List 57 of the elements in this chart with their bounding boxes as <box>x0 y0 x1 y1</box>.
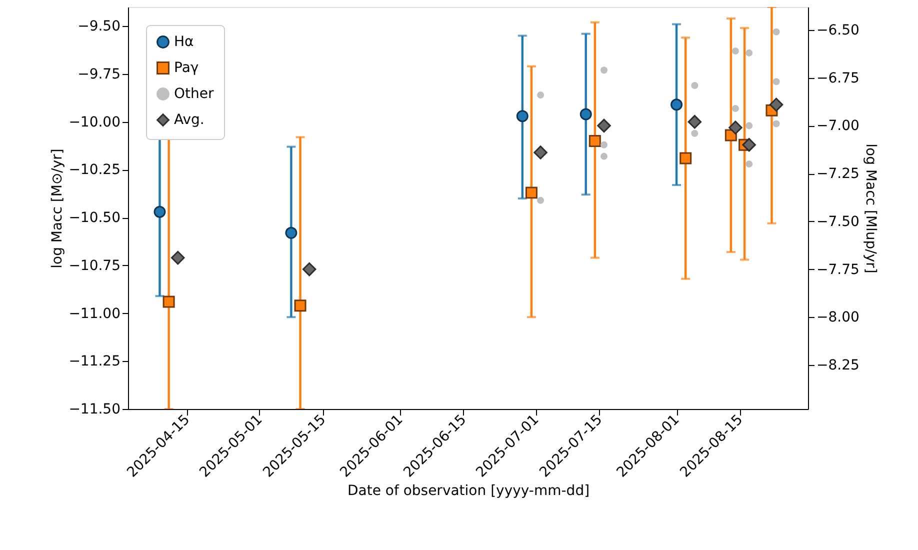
y-axis-title: log Macc [M⊙/yr] <box>50 148 66 268</box>
point <box>691 82 698 89</box>
point <box>154 206 166 218</box>
point <box>772 78 780 86</box>
point <box>688 114 702 129</box>
y2-tick-label: −8.25 <box>816 357 860 374</box>
y-tick-label: −10.25 <box>68 162 120 178</box>
point <box>600 66 608 74</box>
point <box>732 104 739 112</box>
point <box>588 135 601 147</box>
point <box>162 296 175 308</box>
y-tick-label: −11.50 <box>68 402 120 418</box>
point <box>294 300 306 312</box>
legend-label: Avg. <box>174 112 204 128</box>
point <box>746 49 753 56</box>
y-tick-label: −9.75 <box>78 66 120 82</box>
point <box>680 152 692 164</box>
point <box>670 98 683 111</box>
y-tick-label: −10.50 <box>68 210 120 226</box>
y-tick-label: −10.75 <box>68 258 120 274</box>
point <box>691 130 698 137</box>
y2-tick-label: −6.50 <box>816 22 860 38</box>
point <box>580 108 592 120</box>
point <box>772 28 780 36</box>
y2-tick-label: −7.75 <box>816 262 860 278</box>
point <box>302 262 316 276</box>
y-tick-label: −11.00 <box>68 306 120 322</box>
point <box>772 120 780 128</box>
point <box>746 160 753 168</box>
point <box>285 226 298 239</box>
y2-axis-title: log Macc [Mlup/yr] <box>862 144 878 274</box>
point <box>746 122 753 130</box>
point <box>732 48 739 55</box>
point <box>769 98 784 112</box>
y2-tick-label: −6.75 <box>816 70 860 86</box>
point <box>525 186 538 199</box>
y2-tick-label: −7.00 <box>816 118 860 134</box>
point <box>742 138 756 152</box>
legend-label: Paγ <box>174 60 199 76</box>
y2-tick-label: −7.25 <box>816 166 860 182</box>
legend-label: Hα <box>174 34 194 50</box>
point <box>597 118 611 133</box>
y2-tick-label: −8.00 <box>816 310 860 326</box>
legend-label: Other <box>174 86 214 102</box>
point <box>170 250 185 265</box>
x-axis-title: Date of observation [yyyy-mm-dd] <box>347 482 590 499</box>
point <box>516 110 528 122</box>
point <box>534 146 548 160</box>
y-tick-label: −9.50 <box>78 18 120 35</box>
point <box>537 92 544 99</box>
point <box>728 120 742 134</box>
y-tick-label: −11.25 <box>68 354 120 370</box>
point <box>537 196 544 204</box>
y-tick-label: −10.00 <box>68 114 120 130</box>
y2-tick-label: −7.50 <box>816 214 860 230</box>
point <box>600 141 608 148</box>
point <box>600 152 608 160</box>
